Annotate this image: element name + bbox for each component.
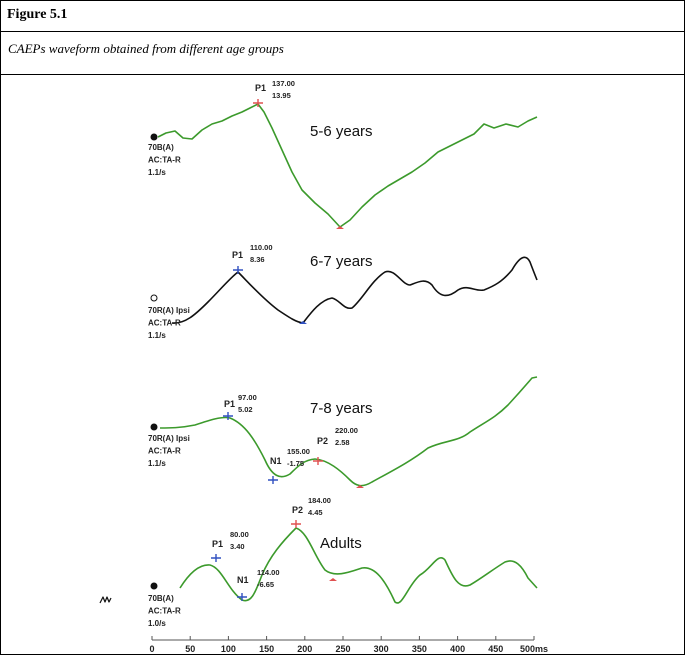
- peak-latency: 155.00: [287, 447, 310, 456]
- x-tick-label: 50: [185, 644, 195, 654]
- start-dot: [150, 582, 158, 590]
- x-tick-label: 100: [221, 644, 236, 654]
- peak-name: P1: [255, 83, 266, 93]
- panel-title: 5-6 years: [310, 123, 373, 140]
- figure-caption: CAEPs waveform obtained from different a…: [8, 41, 284, 56]
- x-tick-label: 500ms: [520, 644, 548, 654]
- peak-amplitude: 2.58: [335, 438, 350, 447]
- x-tick-label: 150: [259, 644, 274, 654]
- setting-label: 1.1/s: [148, 331, 166, 340]
- peak-latency: 110.00: [250, 243, 273, 252]
- peak-marker: [253, 99, 263, 107]
- setting-label: AC:TA-R: [148, 156, 181, 165]
- setting-label: 70R(A) Ipsi: [148, 434, 190, 443]
- peak-latency: 220.00: [335, 426, 358, 435]
- peak-marker: [223, 412, 233, 420]
- setting-label: 1.0/s: [148, 619, 166, 628]
- peak-marker: [268, 476, 278, 484]
- peak-amplitude: -1.75: [287, 459, 304, 468]
- caption-row: CAEPs waveform obtained from different a…: [1, 32, 684, 75]
- peak-name: P1: [212, 539, 223, 549]
- trough-marker: [356, 485, 364, 488]
- start-dot: [150, 423, 158, 431]
- waveform: [171, 256, 538, 324]
- waveform: [159, 376, 538, 487]
- panel-title: 7-8 years: [310, 400, 373, 417]
- panel-title: Adults: [320, 535, 362, 552]
- panels: 5-6 years 70B(A) AC:TA-R 1.1/s P1 137.00 13.95…: [148, 79, 373, 628]
- setting-label: 70B(A): [148, 594, 174, 603]
- peak-marker: [237, 593, 247, 601]
- peak-marker: [313, 457, 323, 465]
- trough-marker: [329, 578, 337, 581]
- peak-amplitude: 3.40: [230, 542, 245, 551]
- setting-label: 70B(A): [148, 143, 174, 152]
- waveform-figure: 5-6 years 70B(A) AC:TA-R 1.1/s P1 137.00 13.95…: [99, 79, 548, 654]
- setting-label: AC:TA-R: [148, 319, 181, 328]
- peak-amplitude: 4.45: [308, 508, 323, 517]
- start-dot: [150, 294, 158, 302]
- peak-latency: 80.00: [230, 530, 249, 539]
- peak-latency: 184.00: [308, 496, 331, 505]
- setting-label: AC:TA-R: [148, 607, 181, 616]
- trough-marker: [299, 321, 307, 324]
- peak-name: N1: [237, 575, 249, 585]
- start-dot: [150, 133, 158, 141]
- peak-marker: [291, 520, 301, 528]
- squiggle-icon: [99, 596, 112, 604]
- waveform: [157, 103, 538, 228]
- setting-label: 70R(A) Ipsi: [148, 306, 190, 315]
- peak-name: P2: [292, 505, 303, 515]
- peak-latency: 137.00: [272, 79, 295, 88]
- peak-name: P1: [224, 399, 235, 409]
- peak-amplitude: 13.95: [272, 91, 291, 100]
- peak-latency: 114.00: [257, 568, 280, 577]
- setting-label: AC:TA-R: [148, 447, 181, 456]
- x-tick-label: 300: [374, 644, 389, 654]
- x-tick-label: 250: [335, 644, 350, 654]
- x-axis: 0 50 100 150 200 250 300 350 400 450 500ms: [149, 636, 548, 654]
- peak-amplitude: 5.02: [238, 405, 253, 414]
- trough-marker: [336, 226, 344, 229]
- peak-name: P2: [317, 436, 328, 446]
- peak-name: N1: [270, 456, 282, 466]
- x-tick-label: 350: [412, 644, 427, 654]
- figure-label: Figure 5.1: [7, 7, 68, 22]
- x-tick-label: 400: [450, 644, 465, 654]
- peak-marker: [211, 554, 221, 562]
- x-tick-label: 450: [488, 644, 503, 654]
- setting-label: 1.1/s: [148, 168, 166, 177]
- setting-label: 1.1/s: [148, 459, 166, 468]
- peak-latency: 97.00: [238, 393, 257, 402]
- peak-marker: [233, 266, 243, 274]
- x-tick-label: 200: [297, 644, 312, 654]
- peak-name: P1: [232, 250, 243, 260]
- panel-title: 6-7 years: [310, 253, 373, 270]
- peak-amplitude: 8.36: [250, 255, 265, 264]
- header-row: Figure 5.1: [1, 1, 684, 32]
- x-tick-label: 0: [149, 644, 154, 654]
- peak-amplitude: -6.65: [257, 580, 274, 589]
